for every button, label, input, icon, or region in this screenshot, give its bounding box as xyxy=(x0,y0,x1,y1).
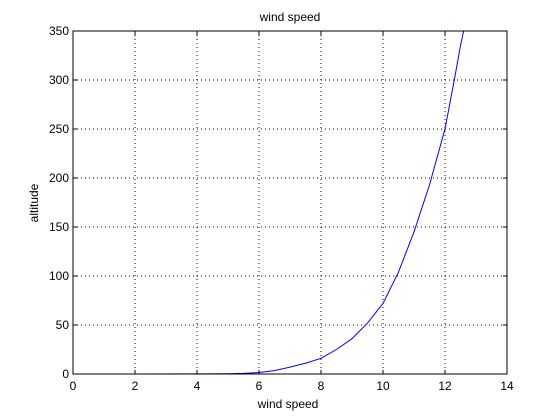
y-tick-label: 300 xyxy=(49,73,69,87)
y-tick-label: 0 xyxy=(62,367,69,381)
y-tick-label: 250 xyxy=(49,122,69,136)
y-axis-label: altitude xyxy=(27,183,41,222)
y-tick-label: 350 xyxy=(49,24,69,38)
x-tick-label: 2 xyxy=(132,379,139,393)
plot-area xyxy=(73,31,507,374)
x-tick-label: 8 xyxy=(318,379,325,393)
x-tick-label: 6 xyxy=(256,379,263,393)
y-tick-label: 50 xyxy=(56,318,70,332)
x-axis-label: wind speed xyxy=(257,397,319,411)
plot-frame xyxy=(72,30,508,375)
x-tick-label: 10 xyxy=(376,379,390,393)
grid xyxy=(73,31,507,374)
y-tick-label: 150 xyxy=(49,220,69,234)
y-tick-labels: 0 50 100 150 200 250 300 350 xyxy=(49,24,69,381)
x-tick-label: 0 xyxy=(70,379,77,393)
ticks xyxy=(72,30,508,375)
x-tick-labels: 0 2 4 6 8 10 12 14 xyxy=(70,379,514,393)
y-tick-label: 100 xyxy=(49,269,69,283)
x-tick-label: 4 xyxy=(194,379,201,393)
y-tick-label: 200 xyxy=(49,171,69,185)
chart-title: wind speed xyxy=(259,10,321,24)
x-tick-label: 14 xyxy=(500,379,514,393)
x-tick-label: 12 xyxy=(438,379,452,393)
